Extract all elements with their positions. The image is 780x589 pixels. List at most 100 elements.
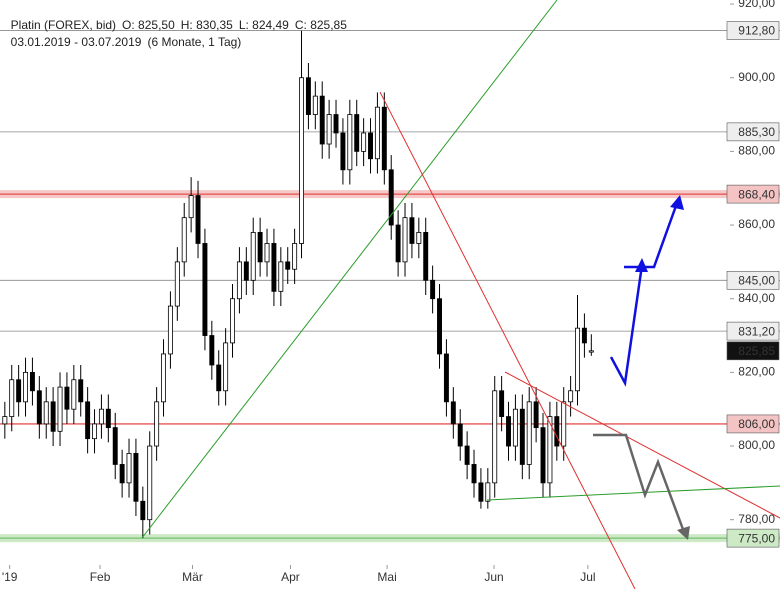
candle-body: [43, 401, 49, 425]
candle-body: [471, 464, 477, 484]
level-label: 868,40: [738, 187, 775, 201]
arrow-head: [670, 195, 684, 210]
x-tick-label: Mär: [182, 570, 203, 584]
candle-body: [340, 132, 346, 171]
candle-body: [216, 364, 222, 392]
low: L: 824,49: [238, 18, 289, 32]
candle-body: [581, 327, 587, 344]
candle-body: [492, 390, 498, 484]
candle-body: [250, 232, 256, 281]
x-tick-label: Jun: [484, 570, 503, 584]
candle-body: [292, 243, 298, 270]
y-tick-label: 880,00: [738, 144, 775, 158]
candle-body: [519, 408, 525, 465]
candle-body: [319, 95, 325, 145]
candle-body: [223, 342, 229, 392]
candle-body: [23, 371, 28, 403]
arrow-head: [635, 258, 648, 272]
level-label: 831,20: [738, 324, 775, 338]
candle-body: [257, 232, 263, 263]
candle-body: [126, 452, 132, 484]
candle-body: [278, 261, 284, 292]
candle-body: [36, 390, 42, 425]
period: (6 Monate, 1 Tag): [147, 35, 242, 49]
open: O: 825,50: [122, 18, 175, 32]
y-tick-label: 820,00: [738, 365, 775, 379]
candle-body: [78, 379, 84, 403]
drawings: [141, 0, 780, 589]
candle-body: [561, 401, 567, 447]
candle-body: [230, 298, 235, 344]
candle-body: [92, 423, 97, 440]
candle-body: [154, 401, 160, 447]
candle-body: [29, 371, 35, 392]
level-label: 825,85: [738, 344, 775, 358]
trend-line: [504, 371, 780, 519]
high: H: 830,35: [180, 18, 233, 32]
close: C: 825,85: [294, 18, 347, 32]
candle-body: [285, 261, 291, 270]
candle-body: [167, 305, 173, 355]
y-tick-label: 800,00: [738, 438, 775, 452]
instrument: Platin (FOREX, bid): [10, 18, 117, 32]
candle-body: [374, 106, 380, 160]
y-tick-label: 780,00: [738, 512, 775, 526]
candle-body: [423, 232, 429, 281]
candle-body: [105, 408, 111, 429]
level-label: 885,30: [738, 125, 775, 139]
candle-body: [188, 195, 194, 219]
candle-body: [161, 353, 166, 403]
candle-body: [499, 390, 505, 417]
trend-line: [486, 485, 780, 501]
y-tick-label: 840,00: [738, 291, 775, 305]
level-label: 806,00: [738, 417, 775, 431]
candle-body: [347, 114, 353, 171]
candle-body: [368, 132, 373, 160]
candle-body: [443, 353, 449, 403]
candle-body: [354, 114, 360, 152]
candle-body: [512, 408, 518, 447]
candle-body: [361, 132, 367, 152]
candle-body: [147, 445, 153, 521]
candle-body: [202, 243, 208, 336]
candle-body: [112, 427, 118, 465]
candle-body: [9, 379, 15, 417]
candle-body: [547, 416, 553, 484]
candle-body: [174, 261, 180, 307]
level-label-box: [726, 184, 780, 204]
candle-body: [588, 350, 594, 353]
candle-body: [506, 416, 511, 447]
y-tick-label: 860,00: [738, 217, 775, 231]
candle-body: [526, 401, 532, 465]
candle-body: [243, 261, 249, 281]
candle-body: [554, 416, 560, 447]
level-label-box: [726, 414, 780, 434]
candle-body: [133, 452, 139, 502]
y-tick-label: 900,00: [738, 70, 775, 84]
header-line: 03.01.2019 - 03.07.2019 (6 Monate, 1 Tag): [4, 21, 247, 49]
candle-body: [326, 114, 332, 145]
candle-body: [388, 169, 394, 226]
trend-line: [379, 91, 636, 589]
candle-body: [568, 390, 574, 403]
header-line: Platin (FOREX, bid) O: 825,50 H: 830,35 L: …: [4, 4, 353, 32]
x-tick-label: '19: [2, 570, 18, 584]
candle-body: [437, 298, 442, 355]
candle-body: [333, 114, 339, 134]
candle-body: [181, 217, 187, 263]
candle-body: [533, 401, 539, 429]
candle-body: [305, 77, 311, 115]
level-label-box: [726, 321, 780, 341]
trend-line: [141, 0, 558, 539]
candle-body: [209, 335, 215, 366]
candle-body: [457, 423, 463, 447]
candle-body: [485, 482, 491, 502]
candle-body: [236, 261, 242, 300]
candle-body: [402, 217, 408, 263]
y-tick-label: 920,00: [738, 0, 775, 10]
candle-body: [416, 232, 422, 244]
candle-body: [450, 401, 456, 425]
candle-body: [464, 445, 470, 465]
